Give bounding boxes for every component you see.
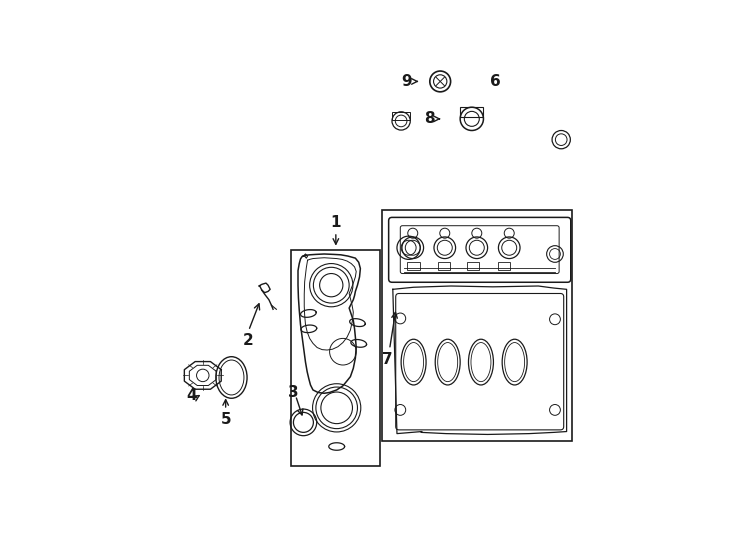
Text: 1: 1 (330, 215, 341, 230)
Bar (291, 250, 380, 466)
Bar (467, 262, 479, 270)
Bar (382, 210, 572, 441)
Bar (498, 262, 510, 270)
Bar (437, 262, 450, 270)
Bar (460, 107, 484, 117)
Text: 3: 3 (288, 384, 298, 400)
Text: 5: 5 (220, 412, 231, 427)
Text: 8: 8 (424, 111, 435, 126)
Text: 7: 7 (382, 352, 393, 367)
Text: 2: 2 (243, 333, 254, 348)
Bar (407, 262, 420, 270)
Text: 9: 9 (401, 74, 412, 89)
Text: 6: 6 (490, 74, 501, 89)
Bar (392, 112, 410, 120)
Text: 4: 4 (186, 388, 197, 403)
